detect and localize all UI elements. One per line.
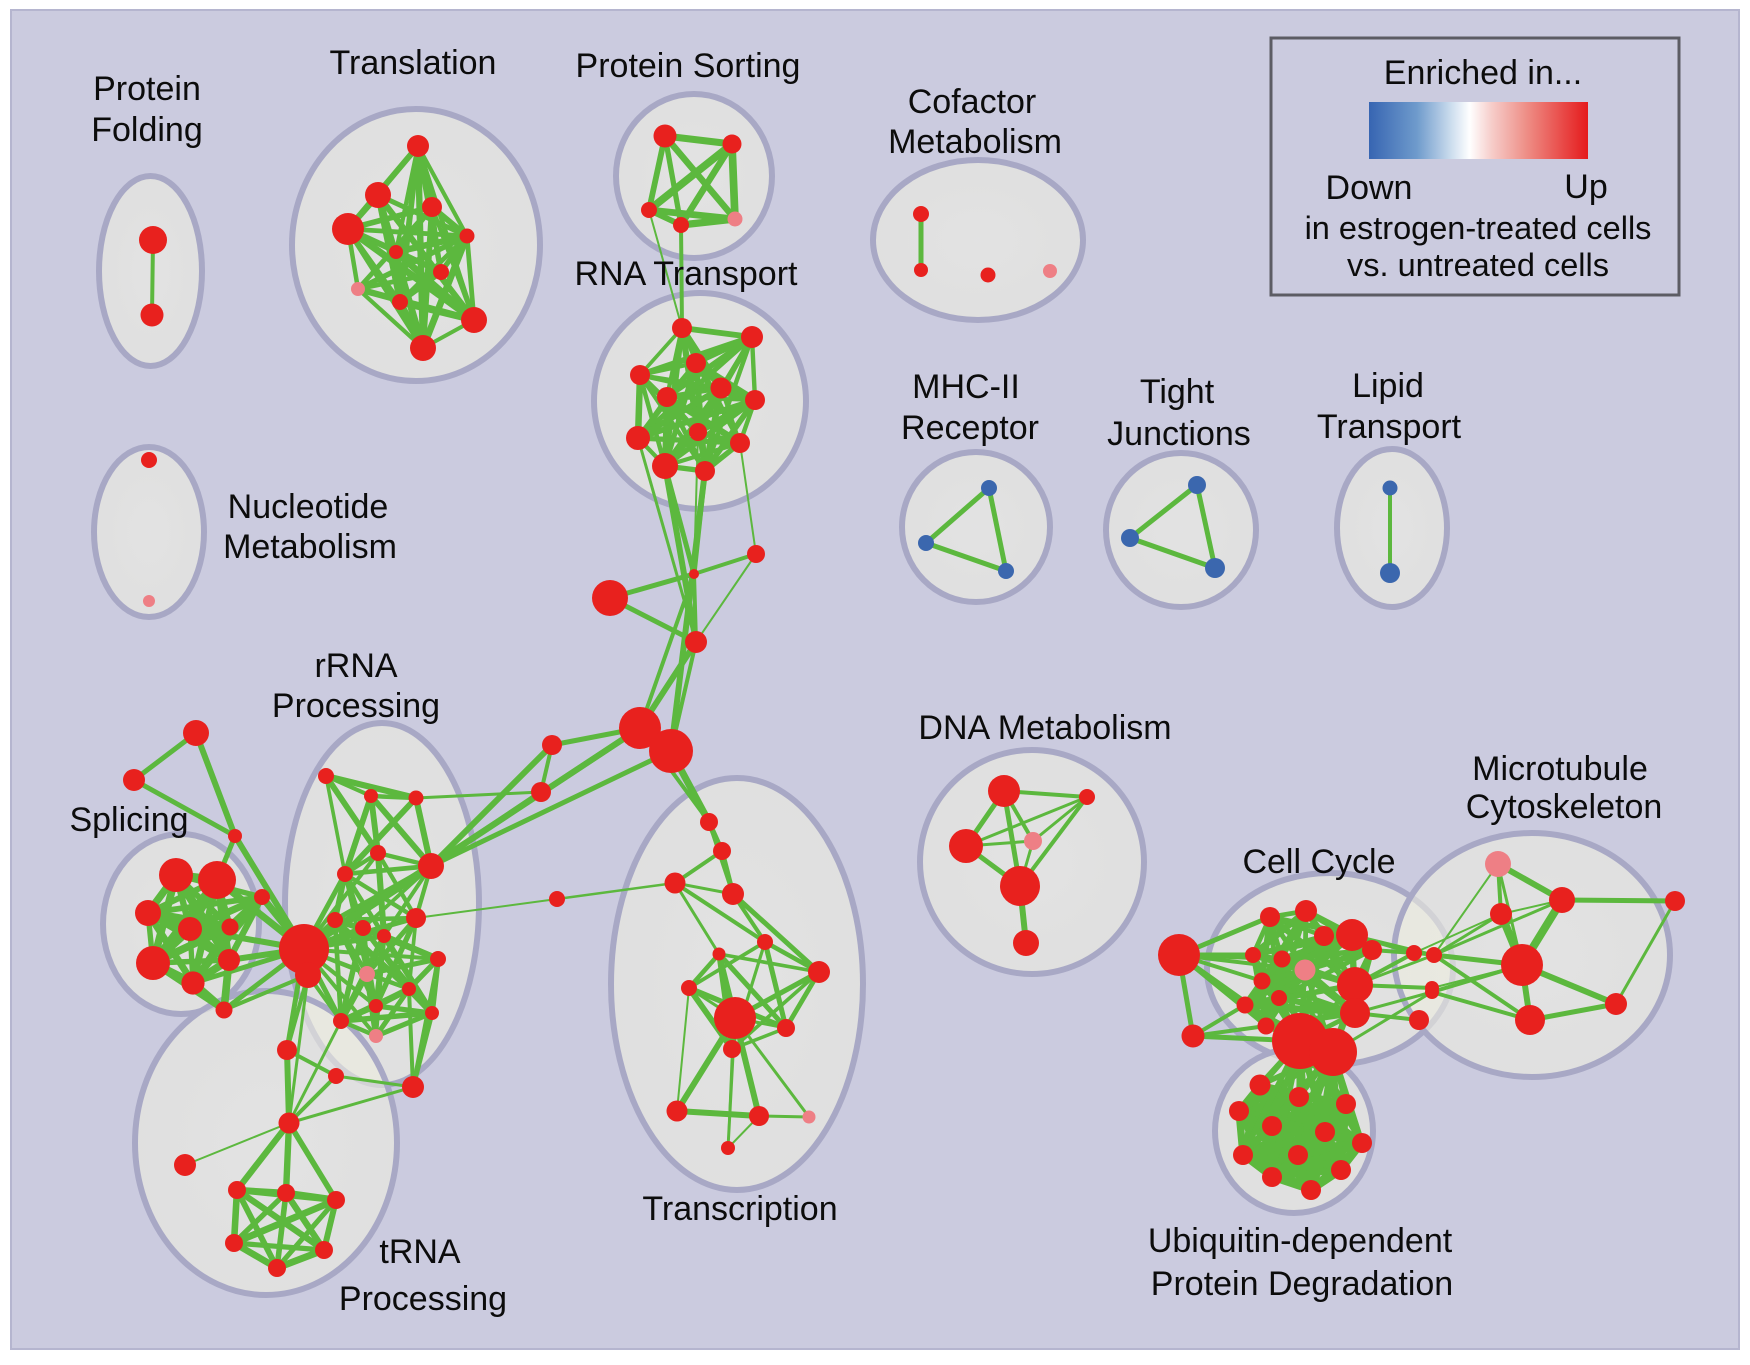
- svg-text:tRNA: tRNA: [379, 1233, 461, 1271]
- svg-text:Transport: Transport: [1317, 408, 1462, 446]
- svg-text:Up: Up: [1564, 168, 1607, 206]
- svg-text:Protein Sorting: Protein Sorting: [576, 47, 801, 85]
- svg-text:Enriched in...: Enriched in...: [1384, 54, 1582, 92]
- svg-text:Processing: Processing: [272, 687, 440, 725]
- svg-text:Tight: Tight: [1140, 373, 1215, 411]
- svg-text:Ubiquitin-dependent: Ubiquitin-dependent: [1148, 1222, 1453, 1260]
- svg-text:Nucleotide: Nucleotide: [228, 488, 389, 526]
- svg-text:Protein Degradation: Protein Degradation: [1151, 1265, 1453, 1303]
- svg-text:Microtubule: Microtubule: [1472, 750, 1648, 788]
- svg-text:Metabolism: Metabolism: [223, 528, 397, 566]
- svg-text:in estrogen-treated cells: in estrogen-treated cells: [1305, 210, 1652, 246]
- svg-text:Protein: Protein: [93, 70, 201, 108]
- svg-text:Folding: Folding: [91, 111, 203, 149]
- svg-text:vs. untreated cells: vs. untreated cells: [1347, 247, 1609, 283]
- svg-text:Translation: Translation: [330, 44, 497, 82]
- svg-text:Lipid: Lipid: [1352, 367, 1424, 405]
- svg-text:MHC-II: MHC-II: [912, 368, 1020, 406]
- svg-text:DNA Metabolism: DNA Metabolism: [918, 709, 1171, 747]
- svg-text:Cytoskeleton: Cytoskeleton: [1466, 788, 1663, 826]
- svg-text:Receptor: Receptor: [901, 409, 1039, 447]
- svg-text:Cell Cycle: Cell Cycle: [1242, 843, 1395, 881]
- svg-text:Splicing: Splicing: [69, 801, 188, 839]
- svg-text:Junctions: Junctions: [1107, 415, 1251, 453]
- svg-text:Metabolism: Metabolism: [888, 123, 1062, 161]
- svg-text:rRNA: rRNA: [314, 647, 397, 685]
- svg-text:Transcription: Transcription: [642, 1190, 837, 1228]
- svg-text:Processing: Processing: [339, 1280, 507, 1318]
- svg-text:Down: Down: [1326, 169, 1413, 207]
- svg-text:Cofactor: Cofactor: [908, 83, 1037, 121]
- svg-text:RNA Transport: RNA Transport: [575, 255, 799, 293]
